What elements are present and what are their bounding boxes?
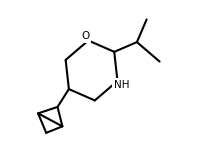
Text: O: O bbox=[81, 31, 89, 41]
Text: NH: NH bbox=[114, 80, 129, 90]
